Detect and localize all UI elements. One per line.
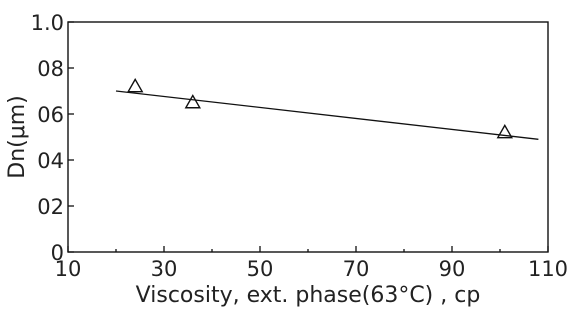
y-tick-label: 06 [37, 103, 64, 127]
x-tick-label: 70 [343, 257, 370, 281]
y-axis-title: Dn(μm) [5, 95, 30, 178]
y-tick-label: 04 [37, 149, 64, 173]
x-tick-label: 90 [439, 257, 466, 281]
y-tick-label: 0 [51, 241, 64, 265]
data-point-triangle [184, 94, 202, 109]
x-axis-title: Viscosity, ext. phase(63°C) , cp [136, 283, 481, 308]
y-axis-ticks: 0 02 04 06 08 1.0 [31, 11, 74, 265]
x-tick-label: 110 [528, 257, 568, 281]
data-points [126, 77, 514, 139]
x-axis-ticks: 10 30 50 70 90 110 [55, 246, 568, 281]
fit-line-group [115, 90, 539, 140]
x-tick-label: 50 [247, 257, 274, 281]
y-tick-label: 08 [37, 57, 64, 81]
fit-line [115, 90, 539, 140]
y-tick-label: 02 [37, 195, 64, 219]
y-tick-label: 1.0 [31, 11, 64, 35]
plot-frame [67, 21, 549, 253]
data-point-triangle [496, 123, 514, 139]
data-point-triangle [126, 77, 144, 93]
x-tick-label: 30 [151, 257, 178, 281]
x-tick-label: 10 [55, 257, 82, 281]
